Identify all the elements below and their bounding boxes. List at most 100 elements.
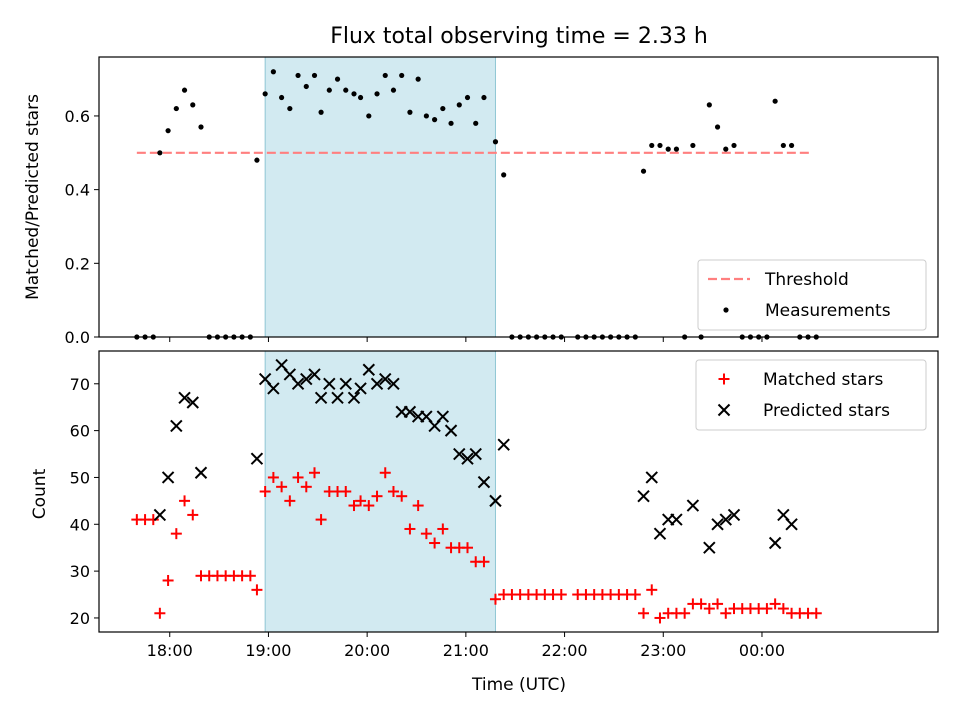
legend-label: Measurements [765, 301, 891, 321]
measurement-point [181, 87, 188, 93]
predicted-star-marker [703, 541, 716, 554]
measurement-point [390, 87, 397, 93]
predicted-star-marker [436, 410, 450, 423]
measurement-point [649, 142, 655, 149]
marker-stroke [178, 391, 191, 405]
matched-star-marker [259, 486, 271, 497]
marker-stroke [717, 403, 731, 417]
measurement-point [440, 105, 446, 112]
measurement-point [423, 113, 429, 119]
measurement-point [407, 109, 413, 115]
matched-star-marker [646, 584, 658, 596]
measurement-point [318, 109, 324, 115]
predicted-star-marker [161, 471, 175, 484]
measurement-point [287, 105, 293, 112]
predicted-star-marker [362, 363, 376, 376]
matched-star-marker [679, 607, 691, 619]
marker-stroke [785, 518, 798, 531]
measurement-point [415, 76, 421, 82]
matched-star-marker [629, 589, 641, 601]
measurement-point [448, 120, 454, 126]
measurement-point [640, 168, 647, 174]
measurement-point [351, 91, 357, 97]
marker-stroke [469, 447, 482, 461]
predicted-star-marker [308, 368, 321, 381]
matched-star-marker [147, 514, 159, 526]
marker-stroke [461, 452, 474, 465]
marker-stroke [267, 382, 280, 395]
measurement-point [311, 72, 318, 79]
marker-stroke [339, 377, 352, 390]
predicted-star-marker [785, 518, 798, 531]
top-panel: 0.0 0.2 0.4 0.6 Threshold Measurements [65, 56, 939, 347]
measurement-point [690, 142, 696, 149]
matched-star-marker [420, 528, 432, 540]
predicted-star-marker [670, 513, 683, 526]
marker-stroke [436, 410, 450, 423]
marker-stroke [453, 447, 466, 461]
x-tick-label: 23:00 [640, 641, 686, 660]
axes-frame [98, 350, 939, 633]
measurement-point [190, 102, 196, 108]
matched-star-marker [309, 467, 321, 479]
marker-stroke [275, 358, 288, 372]
predicted-star-marker [354, 382, 367, 395]
measurement-point [464, 94, 471, 101]
marker-stroke [291, 377, 305, 390]
matched-star-marker [695, 598, 707, 610]
measurement-point [772, 98, 778, 104]
measurement-point [456, 102, 462, 108]
bottom-y-axis-label: Count [30, 468, 50, 519]
marker-stroke [347, 391, 361, 405]
matched-star-marker [315, 514, 327, 526]
predicted-star-marker [653, 527, 667, 540]
matched-star-marker [363, 500, 375, 512]
series-predicted-stars [153, 358, 798, 554]
marker-stroke [768, 536, 782, 550]
marker-stroke [703, 541, 716, 554]
x-axis-label: Time (UTC) [471, 675, 566, 695]
y-tick-label: 0.2 [65, 254, 90, 273]
predicted-star-marker [461, 452, 474, 465]
marker-stroke [489, 494, 502, 508]
predicted-star-marker [768, 536, 782, 550]
matched-star-marker [267, 471, 279, 483]
measurement-point [706, 102, 712, 108]
marker-stroke [300, 372, 313, 386]
matched-star-marker [654, 612, 666, 624]
legend-box [697, 259, 927, 331]
observing-window-shade [264, 56, 496, 338]
matched-star-marker [355, 495, 367, 507]
predicted-star-marker [250, 452, 264, 465]
measurement-point [399, 72, 405, 79]
measurement-point [366, 113, 372, 119]
x-tick-label: 00:00 [739, 641, 785, 660]
matched-star-marker [638, 607, 650, 619]
matched-star-marker [348, 500, 360, 512]
marker-stroke [727, 508, 741, 522]
marker-stroke [686, 499, 700, 512]
measurement-point [198, 124, 204, 130]
measurement-point [723, 146, 729, 152]
measurement-point [303, 83, 309, 90]
y-tick-label: 0.4 [65, 181, 90, 200]
marker-stroke [170, 419, 183, 433]
predicted-star-marker [719, 513, 732, 526]
matched-star-marker [761, 603, 773, 615]
matched-star-marker [170, 528, 182, 540]
y-tick-label: 20 [70, 609, 90, 628]
series-measurements [134, 69, 819, 340]
measurement-point [343, 87, 349, 93]
measurement-point [382, 72, 388, 79]
marker-stroke [161, 471, 175, 484]
marker-stroke [444, 424, 458, 437]
predicted-star-marker [300, 372, 313, 386]
marker-stroke [387, 377, 400, 390]
marker-stroke [323, 377, 336, 390]
legend-label: Threshold [764, 270, 849, 290]
marker-stroke [258, 372, 272, 386]
matched-star-marker [489, 593, 501, 605]
predicted-star-marker [403, 405, 417, 419]
matched-star-marker [244, 570, 256, 582]
predicted-star-marker [489, 494, 502, 508]
